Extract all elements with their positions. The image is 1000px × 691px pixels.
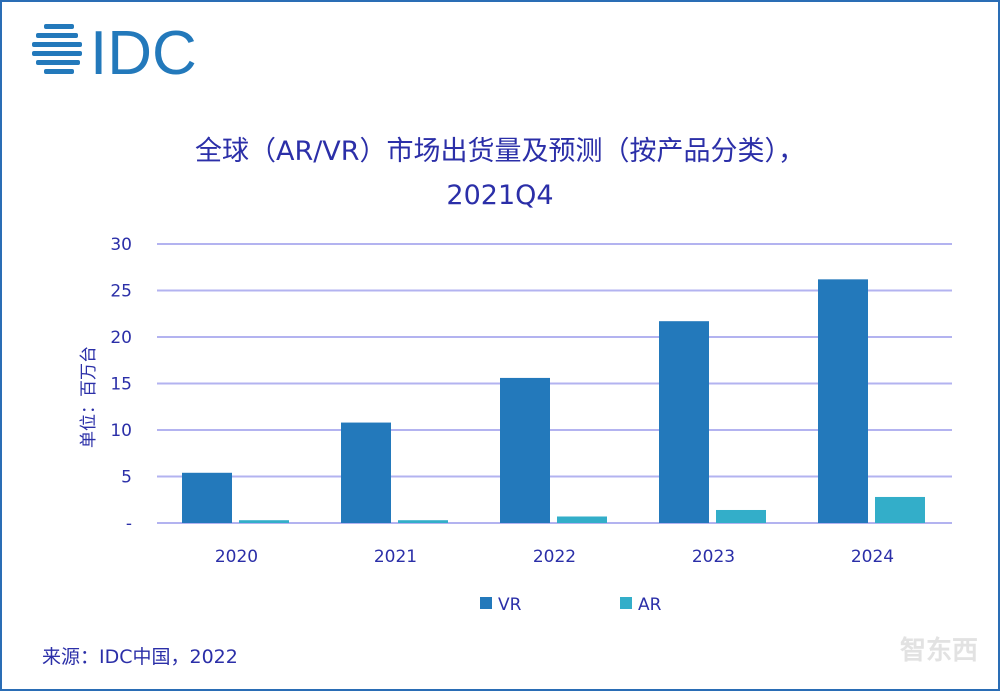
y-tick-label: 25 xyxy=(110,282,132,302)
bar-ar-2022 xyxy=(557,516,607,523)
subtitle-line: 2021Q4 xyxy=(446,180,554,211)
legend-swatch-vr xyxy=(480,597,492,609)
x-tick-label: 2021 xyxy=(374,547,417,567)
x-tick-label: 2024 xyxy=(851,547,894,567)
source-note: 来源：IDC中国，2022 xyxy=(42,646,238,668)
bar-vr-2022 xyxy=(500,377,550,523)
bar-ar-2020 xyxy=(239,520,289,523)
y-tick-label: - xyxy=(126,514,132,534)
svg-text:IDC: IDC xyxy=(90,20,197,80)
y-tick-label: 30 xyxy=(110,235,132,255)
bar-ar-2024 xyxy=(875,496,925,523)
bar-vr-2024 xyxy=(818,279,868,523)
x-tick-label: 2020 xyxy=(215,547,258,567)
chart-title: 全球（AR/VR）市场出货量及预测（按产品分类）， 2021Q4 xyxy=(2,130,998,218)
bar-vr-2021 xyxy=(341,422,391,523)
idc-logo: IDC xyxy=(32,20,197,80)
x-tick-label: 2022 xyxy=(533,547,576,567)
y-tick-label: 5 xyxy=(121,468,132,488)
y-tick-label: 10 xyxy=(110,421,132,441)
y-tick-label: 15 xyxy=(110,375,132,395)
y-tick-label: 20 xyxy=(110,328,132,348)
watermark: 智东西 xyxy=(899,636,978,666)
legend-label-ar: AR xyxy=(638,595,662,615)
bar-vr-2020 xyxy=(182,472,232,523)
bar-ar-2021 xyxy=(398,520,448,523)
bar-ar-2023 xyxy=(716,509,766,523)
y-axis-label: 单位：百万台 xyxy=(79,346,99,448)
legend-swatch-ar xyxy=(620,597,632,609)
bar-vr-2023 xyxy=(659,321,709,523)
title-line: 全球（AR/VR）市场出货量及预测（按产品分类）， xyxy=(194,136,806,167)
x-tick-label: 2023 xyxy=(692,547,735,567)
legend-label-vr: VR xyxy=(498,595,522,615)
